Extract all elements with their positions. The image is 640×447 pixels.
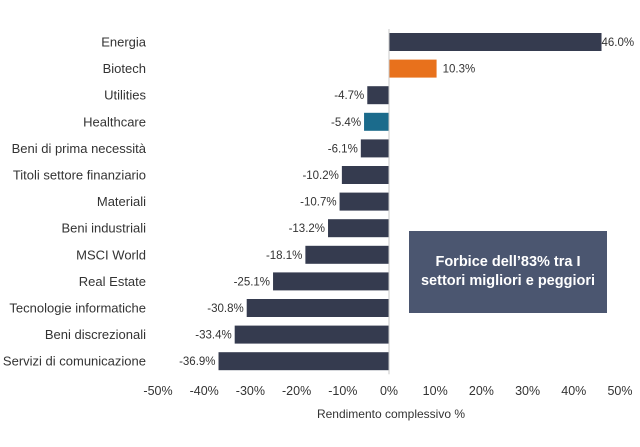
- bar-real-estate: [273, 272, 389, 291]
- category-label-msci-world: MSCI World: [76, 247, 146, 262]
- bar-beni-discrezionali: [234, 325, 389, 344]
- x-tick-label: 30%: [515, 384, 540, 398]
- x-tick-label: -40%: [190, 384, 219, 398]
- category-label-titoli-settore-finanziario: Titoli settore finanziario: [13, 168, 146, 183]
- value-label-beni-industriali: -13.2%: [289, 223, 325, 235]
- category-label-beni-discrezionali: Beni discrezionali: [45, 327, 146, 342]
- bar-servizi-di-comunicazione: [218, 352, 389, 371]
- value-label-msci-world: -18.1%: [266, 250, 302, 262]
- gap-annotation-text: Forbice dell’83% tra I settori migliori …: [420, 254, 596, 289]
- bar-tecnologie-informatiche: [246, 299, 389, 317]
- bar-beni-industriali: [328, 219, 389, 238]
- value-label-titoli-settore-finanziario: -10.2%: [302, 170, 338, 182]
- x-tick-label: 40%: [561, 384, 586, 398]
- x-axis-ticks-layer: -50% -40% -30% -20% -10% 0% 10% 20% 30% 40% 50%: [143, 384, 632, 398]
- category-labels-layer: Energia Biotech Utilities Healthcare Beni di…: [3, 35, 147, 369]
- value-label-materiali: -10.7%: [300, 197, 336, 209]
- category-label-servizi-di-comunicazione: Servizi di comunicazione: [3, 354, 146, 369]
- category-label-utilities: Utilities: [104, 88, 146, 103]
- bar-msci-world: [305, 245, 389, 264]
- x-tick-label: 0%: [380, 384, 398, 398]
- x-tick-label: -10%: [328, 384, 357, 398]
- x-tick-label: -50%: [143, 384, 172, 398]
- gap-annotation-box: Forbice dell’83% tra I settori migliori …: [409, 231, 607, 313]
- x-tick-label: 50%: [607, 384, 632, 398]
- category-label-materiali: Materiali: [97, 194, 146, 209]
- category-label-energia: Energia: [101, 35, 147, 50]
- bar-energia: [389, 33, 602, 51]
- bar-healthcare: [364, 112, 389, 131]
- bar-beni-di-prima-necessita: [360, 139, 389, 158]
- bar-utilities: [367, 86, 389, 105]
- value-label-biotech: 10.3%: [443, 64, 476, 76]
- category-label-biotech: Biotech: [103, 61, 146, 76]
- category-label-real-estate: Real Estate: [79, 274, 146, 289]
- x-tick-label: -30%: [236, 384, 265, 398]
- x-tick-label: 10%: [423, 384, 448, 398]
- value-label-energia: 46.0%: [602, 37, 635, 49]
- value-label-healthcare: -5.4%: [331, 117, 361, 129]
- value-labels-layer: 46.0% 10.3% -4.7% -5.4% -6.1% -10.2% -10.7% -13…: [179, 37, 634, 368]
- category-label-beni-industriali: Beni industriali: [61, 221, 146, 236]
- x-tick-label: 20%: [469, 384, 494, 398]
- value-label-beni-di-prima-necessita: -6.1%: [328, 143, 358, 155]
- category-label-tecnologie-informatiche: Tecnologie informatiche: [9, 301, 146, 316]
- bar-biotech: [389, 59, 437, 78]
- value-label-tecnologie-informatiche: -30.8%: [207, 303, 243, 315]
- x-tick-label: -20%: [282, 384, 311, 398]
- x-axis-title: Rendimento complessivo %: [317, 407, 465, 421]
- value-label-beni-discrezionali: -33.4%: [195, 330, 231, 342]
- category-label-beni-di-prima-necessita: Beni di prima necessità: [12, 141, 147, 156]
- category-label-healthcare: Healthcare: [83, 114, 146, 129]
- value-label-real-estate: -25.1%: [234, 276, 270, 288]
- bars-layer: [218, 33, 602, 371]
- bar-materiali: [339, 192, 389, 211]
- value-label-servizi-di-comunicazione: -36.9%: [179, 356, 215, 368]
- bar-titoli-settore-finanziario: [341, 166, 389, 184]
- value-label-utilities: -4.7%: [334, 90, 364, 102]
